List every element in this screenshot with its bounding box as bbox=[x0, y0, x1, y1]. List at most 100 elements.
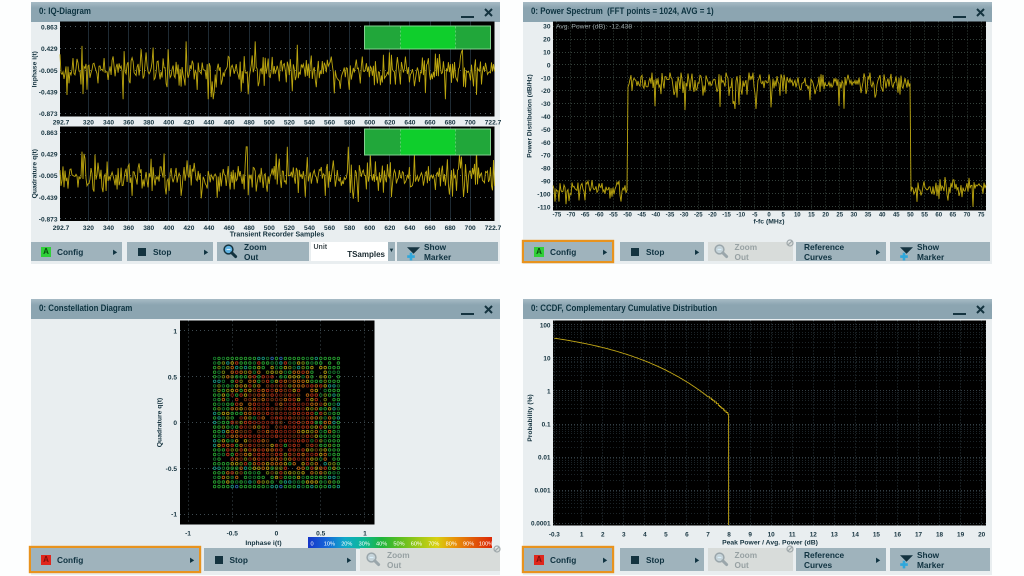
svg-text:17: 17 bbox=[915, 532, 923, 539]
svg-text:620: 620 bbox=[384, 225, 395, 232]
svg-text:Avg. Power (dB): -12.438: Avg. Power (dB): -12.438 bbox=[556, 24, 632, 31]
svg-text:-10: -10 bbox=[736, 212, 745, 218]
svg-text:90%: 90% bbox=[463, 541, 474, 547]
svg-text:30: 30 bbox=[851, 212, 858, 218]
svg-text:-0.873: -0.873 bbox=[39, 111, 58, 118]
svg-text:-75: -75 bbox=[552, 212, 561, 218]
svg-text:-1: -1 bbox=[185, 531, 191, 538]
svg-text:-110: -110 bbox=[538, 204, 551, 211]
svg-text:500: 500 bbox=[264, 225, 275, 232]
svg-text:20: 20 bbox=[822, 212, 829, 218]
svg-text:-0.3: -0.3 bbox=[549, 532, 560, 539]
svg-text:10: 10 bbox=[768, 532, 776, 539]
svg-text:65: 65 bbox=[950, 212, 957, 218]
svg-text:75: 75 bbox=[978, 212, 985, 218]
svg-text:9: 9 bbox=[748, 532, 752, 539]
svg-text:360: 360 bbox=[123, 120, 134, 127]
svg-text:35: 35 bbox=[865, 212, 872, 218]
svg-text:-40: -40 bbox=[652, 212, 661, 218]
svg-text:-0.005: -0.005 bbox=[39, 68, 58, 75]
svg-text:Transient Recorder Samples: Transient Recorder Samples bbox=[230, 232, 325, 239]
svg-text:45: 45 bbox=[893, 212, 900, 218]
svg-text:-70: -70 bbox=[541, 153, 551, 160]
svg-text:-0.873: -0.873 bbox=[39, 217, 58, 224]
svg-text:600: 600 bbox=[364, 225, 375, 232]
svg-text:-0.439: -0.439 bbox=[39, 195, 58, 202]
svg-text:60: 60 bbox=[935, 212, 942, 218]
svg-text:1: 1 bbox=[363, 531, 367, 538]
svg-text:55: 55 bbox=[921, 212, 928, 218]
svg-text:520: 520 bbox=[284, 225, 295, 232]
svg-text:0.1: 0.1 bbox=[542, 422, 551, 429]
svg-text:-20: -20 bbox=[708, 212, 717, 218]
svg-text:0.5: 0.5 bbox=[168, 374, 177, 381]
svg-text:2: 2 bbox=[601, 532, 605, 539]
svg-text:30%: 30% bbox=[359, 541, 370, 547]
svg-text:14: 14 bbox=[852, 532, 860, 539]
svg-text:40%: 40% bbox=[376, 541, 387, 547]
svg-text:380: 380 bbox=[143, 120, 154, 127]
svg-text:0: 0 bbox=[275, 531, 279, 538]
svg-text:292.7: 292.7 bbox=[53, 225, 70, 232]
svg-text:460: 460 bbox=[224, 120, 235, 127]
svg-text:360: 360 bbox=[123, 225, 134, 232]
svg-text:-80: -80 bbox=[541, 166, 551, 173]
svg-text:-25: -25 bbox=[694, 212, 703, 218]
svg-text:520: 520 bbox=[284, 120, 295, 127]
svg-text:0: 0 bbox=[310, 541, 313, 547]
svg-text:10%: 10% bbox=[324, 541, 335, 547]
svg-text:10: 10 bbox=[543, 50, 551, 57]
svg-text:0.863: 0.863 bbox=[41, 130, 58, 137]
svg-text:-5: -5 bbox=[752, 212, 758, 218]
svg-text:340: 340 bbox=[103, 225, 114, 232]
svg-text:480: 480 bbox=[244, 120, 255, 127]
svg-text:-30: -30 bbox=[541, 101, 551, 108]
svg-text:400: 400 bbox=[163, 225, 174, 232]
svg-text:722.7: 722.7 bbox=[485, 120, 502, 127]
svg-text:20: 20 bbox=[978, 532, 986, 539]
svg-text:16: 16 bbox=[894, 532, 902, 539]
svg-text:80%: 80% bbox=[446, 541, 457, 547]
svg-text:15: 15 bbox=[873, 532, 881, 539]
svg-text:Quadrature q(t): Quadrature q(t) bbox=[157, 398, 164, 447]
svg-text:420: 420 bbox=[183, 225, 194, 232]
svg-text:640: 640 bbox=[404, 120, 415, 127]
svg-text:400: 400 bbox=[163, 120, 174, 127]
svg-text:560: 560 bbox=[324, 225, 335, 232]
svg-text:0: 0 bbox=[173, 420, 177, 427]
svg-text:580: 580 bbox=[344, 120, 355, 127]
svg-text:4: 4 bbox=[643, 532, 647, 539]
svg-text:-0.5: -0.5 bbox=[166, 466, 178, 473]
svg-text:-45: -45 bbox=[637, 212, 646, 218]
svg-text:292.7: 292.7 bbox=[53, 120, 70, 127]
svg-text:0.001: 0.001 bbox=[535, 488, 551, 495]
svg-text:580: 580 bbox=[344, 225, 355, 232]
svg-text:Quadrature q(t): Quadrature q(t) bbox=[32, 149, 39, 198]
svg-text:-50: -50 bbox=[541, 127, 551, 134]
svg-text:0.429: 0.429 bbox=[41, 46, 58, 53]
svg-text:10: 10 bbox=[794, 212, 801, 218]
svg-text:-35: -35 bbox=[666, 212, 675, 218]
svg-text:-20: -20 bbox=[541, 88, 551, 95]
svg-text:-70: -70 bbox=[567, 212, 576, 218]
svg-text:-60: -60 bbox=[595, 212, 604, 218]
svg-text:700: 700 bbox=[465, 225, 476, 232]
svg-text:722.7: 722.7 bbox=[485, 225, 502, 232]
svg-text:-1: -1 bbox=[171, 512, 177, 519]
svg-text:Power Distribution (dB/Hz): Power Distribution (dB/Hz) bbox=[527, 74, 534, 158]
svg-text:50: 50 bbox=[907, 212, 914, 218]
svg-text:-0.439: -0.439 bbox=[39, 90, 58, 97]
svg-text:10: 10 bbox=[543, 355, 551, 362]
svg-text:640: 640 bbox=[404, 225, 415, 232]
svg-text:380: 380 bbox=[143, 225, 154, 232]
svg-text:Peak Power / Avg. Power (dB): Peak Power / Avg. Power (dB) bbox=[722, 540, 818, 547]
svg-text:15: 15 bbox=[808, 212, 815, 218]
svg-text:60%: 60% bbox=[411, 541, 422, 547]
svg-text:8: 8 bbox=[727, 532, 731, 539]
svg-text:320: 320 bbox=[83, 120, 94, 127]
svg-text:700: 700 bbox=[465, 120, 476, 127]
svg-text:100%: 100% bbox=[479, 541, 493, 547]
svg-text:420: 420 bbox=[183, 120, 194, 127]
svg-text:13: 13 bbox=[831, 532, 839, 539]
svg-text:50%: 50% bbox=[393, 541, 404, 547]
